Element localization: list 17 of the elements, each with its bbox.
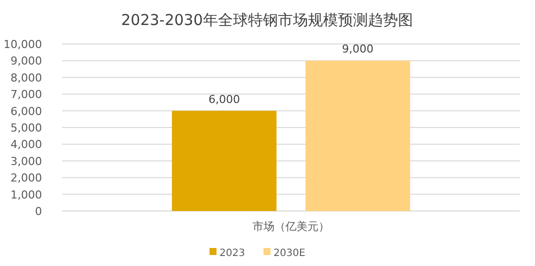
- y-tick-label: 9,000: [10, 54, 42, 68]
- y-tick-label: 7,000: [10, 88, 42, 102]
- y-tick-label: 5,000: [10, 122, 42, 134]
- y-tick-label: 3,000: [10, 154, 42, 168]
- data-label: 6,000: [208, 92, 240, 106]
- y-tick-label: 10,000: [4, 38, 42, 51]
- y-tick-label: 4,000: [10, 138, 42, 152]
- legend-label: 2023: [220, 248, 245, 259]
- y-tick-label: 8,000: [10, 71, 42, 84]
- legend-label: 2030E: [274, 248, 306, 259]
- y-tick-label: 0: [35, 205, 42, 218]
- chart-title: 2023-2030年全球特钢市场规模预测趋势图: [121, 11, 413, 29]
- x-tick-label: 市场（亿美元）: [252, 220, 330, 233]
- y-tick-label: 1,000: [10, 188, 42, 202]
- y-tick-label: 2,000: [10, 172, 42, 185]
- y-tick-label: 6,000: [10, 104, 42, 118]
- data-label: 9,000: [342, 42, 374, 56]
